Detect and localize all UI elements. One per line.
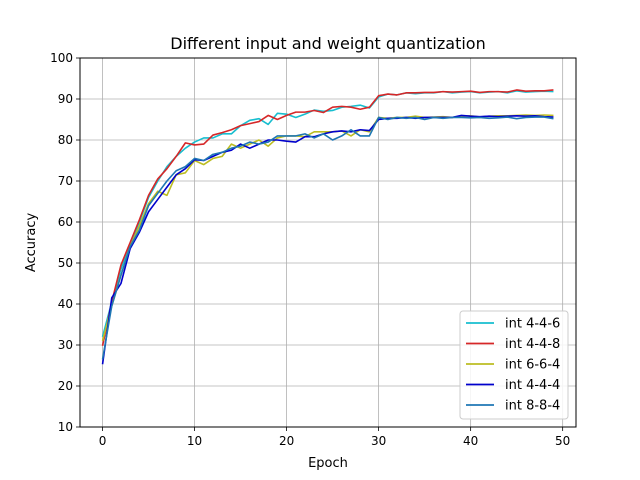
legend-label-int-8-8-4: int 8-8-4	[505, 399, 560, 414]
y-tick-label: 80	[58, 133, 73, 147]
x-tick-label: 0	[99, 434, 107, 448]
y-tick-label: 90	[58, 92, 73, 106]
legend-label-int-6-6-4: int 6-6-4	[505, 358, 560, 373]
series-line-int-4-4-8	[101, 89, 554, 346]
grid-lines	[80, 57, 576, 428]
x-axis-label: Epoch	[308, 456, 348, 471]
legend-box	[459, 310, 569, 420]
legend-label-int-4-4-4: int 4-4-4	[505, 378, 560, 393]
x-tick-label: 40	[463, 434, 478, 448]
y-tick-label: 20	[58, 379, 73, 393]
legend-label-int-4-4-8: int 4-4-8	[505, 337, 560, 352]
series-line-int-8-8-4	[101, 116, 554, 360]
y-tick-label: 10	[58, 420, 73, 434]
y-tick-label: 50	[58, 256, 73, 270]
legend-label-int-4-4-6: int 4-4-6	[505, 317, 560, 332]
x-tick-label: 20	[279, 434, 294, 448]
y-tick-label: 70	[58, 174, 73, 188]
y-tick-label: 30	[58, 338, 73, 352]
x-tick-label: 30	[371, 434, 386, 448]
x-tick-label: 50	[555, 434, 570, 448]
y-tick-label: 100	[50, 51, 73, 65]
chart-title: Different input and weight quantization	[170, 34, 485, 53]
legend: int 4-4-6 int 4-4-8 int 6-6-4 int 4-4-4 int …	[459, 310, 569, 420]
axis-ticks: 0 10 20 30 40 50 10 20 30 40 50 60 70 80 90 100	[50, 51, 570, 448]
y-tick-label: 60	[58, 215, 73, 229]
x-tick-label: 10	[187, 434, 202, 448]
y-tick-label: 40	[58, 297, 73, 311]
plot-frame	[79, 57, 577, 428]
series-lines	[101, 89, 554, 365]
y-axis-label: Accuracy	[24, 213, 39, 273]
series-line-int-4-4-4	[101, 114, 554, 365]
